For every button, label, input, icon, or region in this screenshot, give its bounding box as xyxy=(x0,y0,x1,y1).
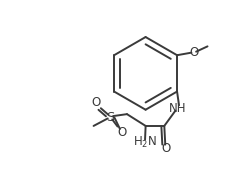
Text: O: O xyxy=(189,46,198,59)
Text: S: S xyxy=(106,111,114,124)
Text: H$_2$N: H$_2$N xyxy=(133,135,157,150)
Text: O: O xyxy=(91,96,101,109)
Text: NH: NH xyxy=(169,102,187,115)
Text: O: O xyxy=(162,142,171,155)
Text: O: O xyxy=(117,126,127,139)
